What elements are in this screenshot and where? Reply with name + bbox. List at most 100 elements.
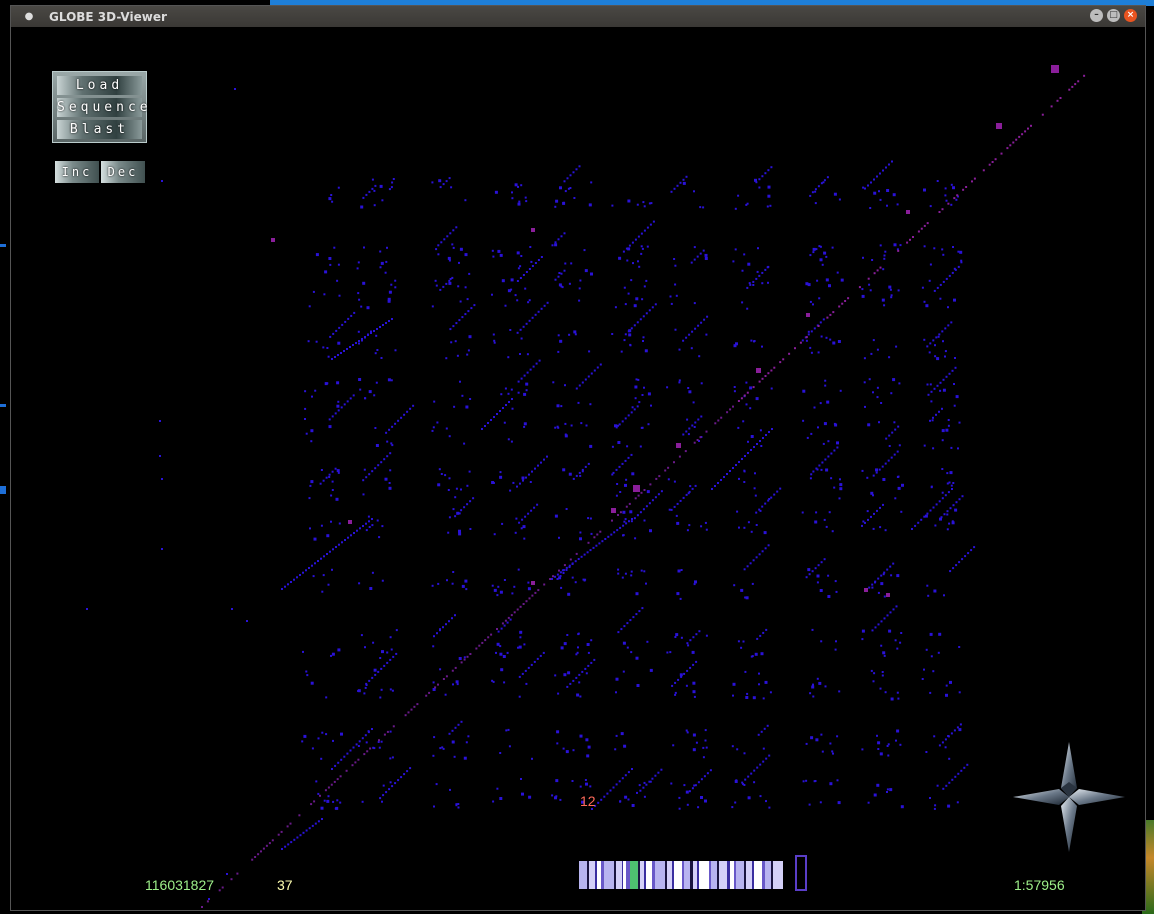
- compass-icon[interactable]: [1011, 738, 1127, 856]
- dotplot-point: [317, 560, 319, 562]
- dotplot-point: [676, 443, 681, 448]
- dotplot-point: [578, 287, 581, 290]
- dotplot-point: [700, 321, 703, 324]
- dotplot-point: [809, 300, 812, 303]
- dotplot-point: [941, 407, 943, 410]
- dotplot-point: [371, 470, 374, 473]
- dotplot-point: [933, 807, 936, 810]
- dotplot-point: [434, 279, 437, 282]
- dotplot-point: [909, 238, 911, 241]
- dotplot-point: [649, 223, 652, 226]
- dotplot-point: [542, 651, 545, 654]
- dotplot-point: [733, 386, 736, 388]
- dotplot-point: [463, 442, 466, 445]
- dotplot-point: [819, 589, 823, 592]
- dotplot-point: [451, 276, 454, 279]
- title-bar[interactable]: ● GLOBE 3D-Viewer – □ ×: [11, 6, 1145, 27]
- maximize-button[interactable]: □: [1107, 9, 1120, 22]
- sequence-button[interactable]: Sequence: [57, 97, 152, 117]
- dotplot-point: [380, 261, 384, 265]
- dotplot-point: [759, 509, 762, 512]
- dotplot-point: [389, 730, 392, 733]
- dotplot-point: [534, 467, 536, 470]
- dotplot-point: [952, 504, 955, 507]
- main-menu: Load Sequence Blast: [52, 71, 152, 143]
- dotplot-point: [628, 520, 630, 523]
- dotplot-point: [389, 452, 392, 455]
- dotplot-point: [510, 288, 513, 291]
- dotplot-point: [930, 655, 933, 658]
- dotplot-point: [497, 585, 500, 588]
- dotplot-canvas[interactable]: Load Sequence Blast Inc Dec 116031827 37…: [11, 28, 1145, 910]
- dotplot-point: [389, 658, 392, 661]
- dotplot-point: [649, 529, 652, 533]
- dotplot-point: [531, 228, 535, 232]
- dotplot-point: [657, 493, 660, 496]
- window-menu-icon[interactable]: ●: [24, 10, 34, 22]
- dotplot-point: [371, 178, 374, 181]
- dotplot-point: [693, 583, 696, 586]
- dotplot-point: [697, 418, 700, 421]
- dotplot-point: [640, 569, 643, 572]
- dotplot-point: [732, 467, 734, 469]
- dotplot-point: [831, 246, 834, 249]
- dotplot-point: [540, 307, 543, 310]
- dotplot-point: [889, 565, 892, 568]
- zoom-out-button[interactable]: Dec: [101, 161, 145, 183]
- blast-button[interactable]: Blast: [57, 119, 142, 139]
- dotplot-point: [737, 426, 740, 429]
- dotplot-point: [555, 795, 558, 798]
- dotplot-point: [444, 474, 447, 477]
- navigation-strip-handle[interactable]: [795, 855, 807, 891]
- dotplot-point: [982, 169, 985, 172]
- zoom-in-button[interactable]: Inc: [55, 161, 99, 183]
- dotplot-point: [431, 181, 434, 184]
- dotplot-point: [452, 683, 454, 686]
- dotplot-point: [502, 407, 504, 409]
- dotplot-point: [565, 750, 569, 754]
- dotplot-point: [436, 632, 438, 635]
- dotplot-point: [1015, 138, 1018, 141]
- dotplot-point: [499, 253, 503, 257]
- dotplot-point: [839, 389, 842, 392]
- dotplot-point: [445, 623, 447, 626]
- dotplot-point: [836, 446, 839, 449]
- dotplot-point: [560, 646, 564, 650]
- dotplot-point: [806, 436, 809, 439]
- dotplot-point: [569, 187, 572, 189]
- dotplot-point: [870, 491, 874, 495]
- dotplot-point: [638, 784, 641, 787]
- dotplot-point: [554, 674, 557, 677]
- dotplot-point: [516, 608, 519, 611]
- dotplot-point: [598, 542, 601, 545]
- dotplot-point: [449, 232, 452, 235]
- dotplot-point: [390, 442, 393, 445]
- dotplot-point: [388, 320, 390, 322]
- dotplot-point: [344, 320, 347, 323]
- dotplot-point: [448, 516, 451, 519]
- dotplot-point: [397, 419, 400, 422]
- dotplot-point: [881, 298, 885, 302]
- dotplot-point: [964, 555, 967, 558]
- minimize-button[interactable]: –: [1090, 9, 1103, 22]
- dotplot-point: [445, 282, 448, 285]
- dotplot-point: [623, 339, 626, 342]
- dotplot-point: [883, 571, 886, 574]
- dotplot-point: [522, 274, 525, 276]
- dotplot-point: [492, 482, 495, 484]
- dotplot-point: [458, 319, 461, 322]
- dotplot-point: [305, 432, 308, 435]
- dotplot-point: [826, 176, 829, 179]
- dotplot-point: [897, 289, 900, 292]
- dotplot-point: [809, 477, 812, 480]
- dotplot-point: [624, 459, 627, 462]
- dotplot-point: [455, 487, 458, 490]
- navigation-strip[interactable]: [579, 861, 837, 889]
- dotplot-point: [340, 406, 343, 409]
- dotplot-point: [443, 238, 446, 241]
- dotplot-point: [938, 410, 940, 413]
- dotplot-point: [758, 186, 761, 189]
- dotplot-point: [812, 470, 815, 473]
- close-button[interactable]: ×: [1124, 9, 1137, 22]
- load-button[interactable]: Load: [57, 75, 142, 95]
